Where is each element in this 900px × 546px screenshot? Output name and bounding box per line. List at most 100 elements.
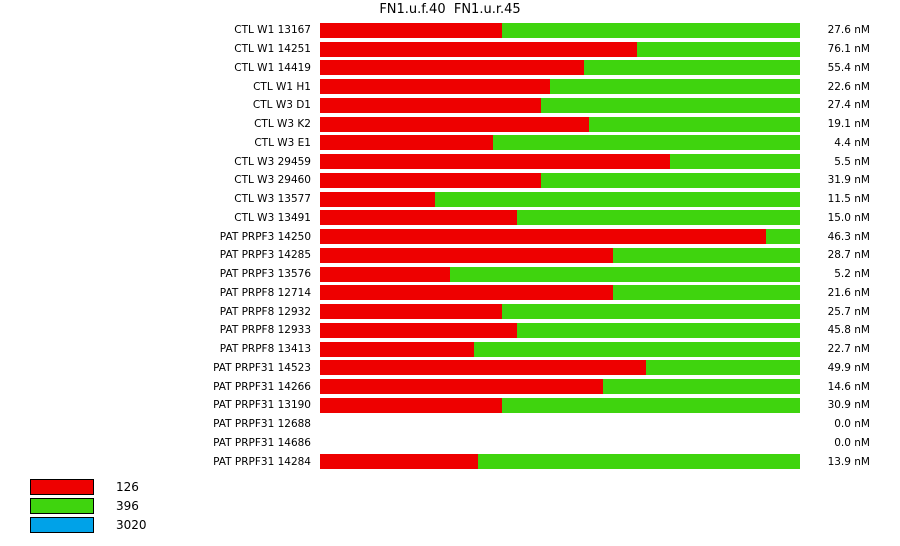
bar-segment-126 [320,135,493,151]
bar-row: PAT PRPF8 12714 21.6 nM [0,284,900,303]
bar-track [320,341,800,357]
bar-track [320,360,800,376]
bar-track [320,97,800,113]
row-value: 27.4 nM [827,99,870,112]
bar-segment-126 [320,285,613,301]
row-value: 28.7 nM [827,249,870,262]
bar-segment-126 [320,79,551,95]
bar-row: PAT PRPF8 12933 45.8 nM [0,321,900,340]
bar-row: PAT PRPF31 14523 49.9 nM [0,359,900,378]
bar-track [320,229,800,245]
row-value: 49.9 nM [827,361,870,374]
bar-row: CTL W3 D1 27.4 nM [0,96,900,115]
row-value: 11.5 nM [827,193,870,206]
row-label: CTL W3 K2 [254,118,311,131]
bar-track [320,247,800,263]
legend-label: 3020 [116,518,147,532]
row-label: PAT PRPF8 12933 [219,324,311,337]
bar-row: CTL W3 K2 19.1 nM [0,115,900,134]
row-label: PAT PRPF8 13413 [219,343,311,356]
row-value: 46.3 nM [827,230,870,243]
row-label: CTL W1 14251 [234,43,311,56]
row-value: 5.5 nM [834,155,870,168]
row-label: CTL W3 13577 [234,193,311,206]
bar-segment-126 [320,266,450,282]
bar-row: PAT PRPF3 14285 28.7 nM [0,246,900,265]
row-value: 22.7 nM [827,343,870,356]
bar-segment-396 [766,229,800,245]
bar-segment-396 [612,247,800,263]
bar-segment-126 [320,191,436,207]
bar-segment-126 [320,397,503,413]
row-value: 22.6 nM [827,80,870,93]
bar-segment-396 [478,454,800,470]
legend-label: 396 [116,499,139,513]
row-label: CTL W1 13167 [234,24,311,37]
row-value: 55.4 nM [827,61,870,74]
bar-track [320,379,800,395]
bar-row: CTL W3 29460 31.9 nM [0,171,900,190]
bar-row: PAT PRPF31 13190 30.9 nM [0,396,900,415]
bar-segment-126 [320,97,541,113]
row-label: PAT PRPF8 12932 [219,305,311,318]
bar-segment-126 [320,60,584,76]
bar-track [320,285,800,301]
bar-segment-396 [584,60,800,76]
bar-track [320,266,800,282]
bar-row: PAT PRPF3 14250 46.3 nM [0,227,900,246]
bar-row: PAT PRPF31 14686 0.0 nM [0,434,900,453]
row-label: PAT PRPF31 14523 [213,361,311,374]
bar-segment-396 [540,97,800,113]
row-label: CTL W3 D1 [252,99,311,112]
bar-track [320,210,800,226]
bar-segment-126 [320,247,613,263]
row-label: PAT PRPF31 14284 [213,455,311,468]
bar-row: PAT PRPF31 14284 13.9 nM [0,452,900,471]
bar-segment-126 [320,229,767,245]
row-label: CTL W3 13491 [234,211,311,224]
bar-row: CTL W3 13577 11.5 nM [0,190,900,209]
bar-row: CTL W1 14251 76.1 nM [0,40,900,59]
bar-segment-396 [588,116,800,132]
legend: 126 396 3020 [30,479,147,533]
bar-segment-126 [320,154,671,170]
bar-track [320,135,800,151]
legend-item: 3020 [30,517,147,533]
bar-segment-126 [320,341,474,357]
row-label: PAT PRPF3 14250 [219,230,311,243]
row-label: CTL W1 H1 [253,80,311,93]
row-value: 76.1 nM [827,43,870,56]
row-value: 5.2 nM [834,268,870,281]
bar-row: CTL W3 E1 4.4 nM [0,134,900,153]
legend-swatch-126 [30,479,94,495]
bar-segment-126 [320,379,604,395]
bar-track [320,454,800,470]
bar-segment-396 [636,41,800,57]
bar-row: CTL W3 13491 15.0 nM [0,209,900,228]
bar-segment-396 [612,285,800,301]
bar-rows: CTL W1 13167 27.6 nM CTL W1 14251 76.1 nM CT… [0,21,900,471]
bar-segment-396 [502,397,800,413]
bar-track [320,435,800,450]
bar-segment-126 [320,116,589,132]
bar-row: CTL W1 14419 55.4 nM [0,59,900,78]
bar-segment-396 [502,22,800,38]
bar-segment-126 [320,454,479,470]
bar-track [320,417,800,432]
bar-track [320,60,800,76]
row-label: CTL W3 29459 [234,155,311,168]
row-value: 45.8 nM [827,324,870,337]
legend-label: 126 [116,480,139,494]
bar-segment-126 [320,304,503,320]
row-label: PAT PRPF3 13576 [219,268,311,281]
bar-row: PAT PRPF31 14266 14.6 nM [0,377,900,396]
bar-track [320,22,800,38]
row-value: 13.9 nM [827,455,870,468]
bar-segment-396 [540,172,800,188]
row-value: 25.7 nM [827,305,870,318]
legend-item: 396 [30,498,147,514]
bar-segment-396 [502,304,800,320]
row-label: CTL W3 E1 [254,136,311,149]
row-label: CTL W3 29460 [234,174,311,187]
row-label: PAT PRPF31 13190 [213,399,311,412]
